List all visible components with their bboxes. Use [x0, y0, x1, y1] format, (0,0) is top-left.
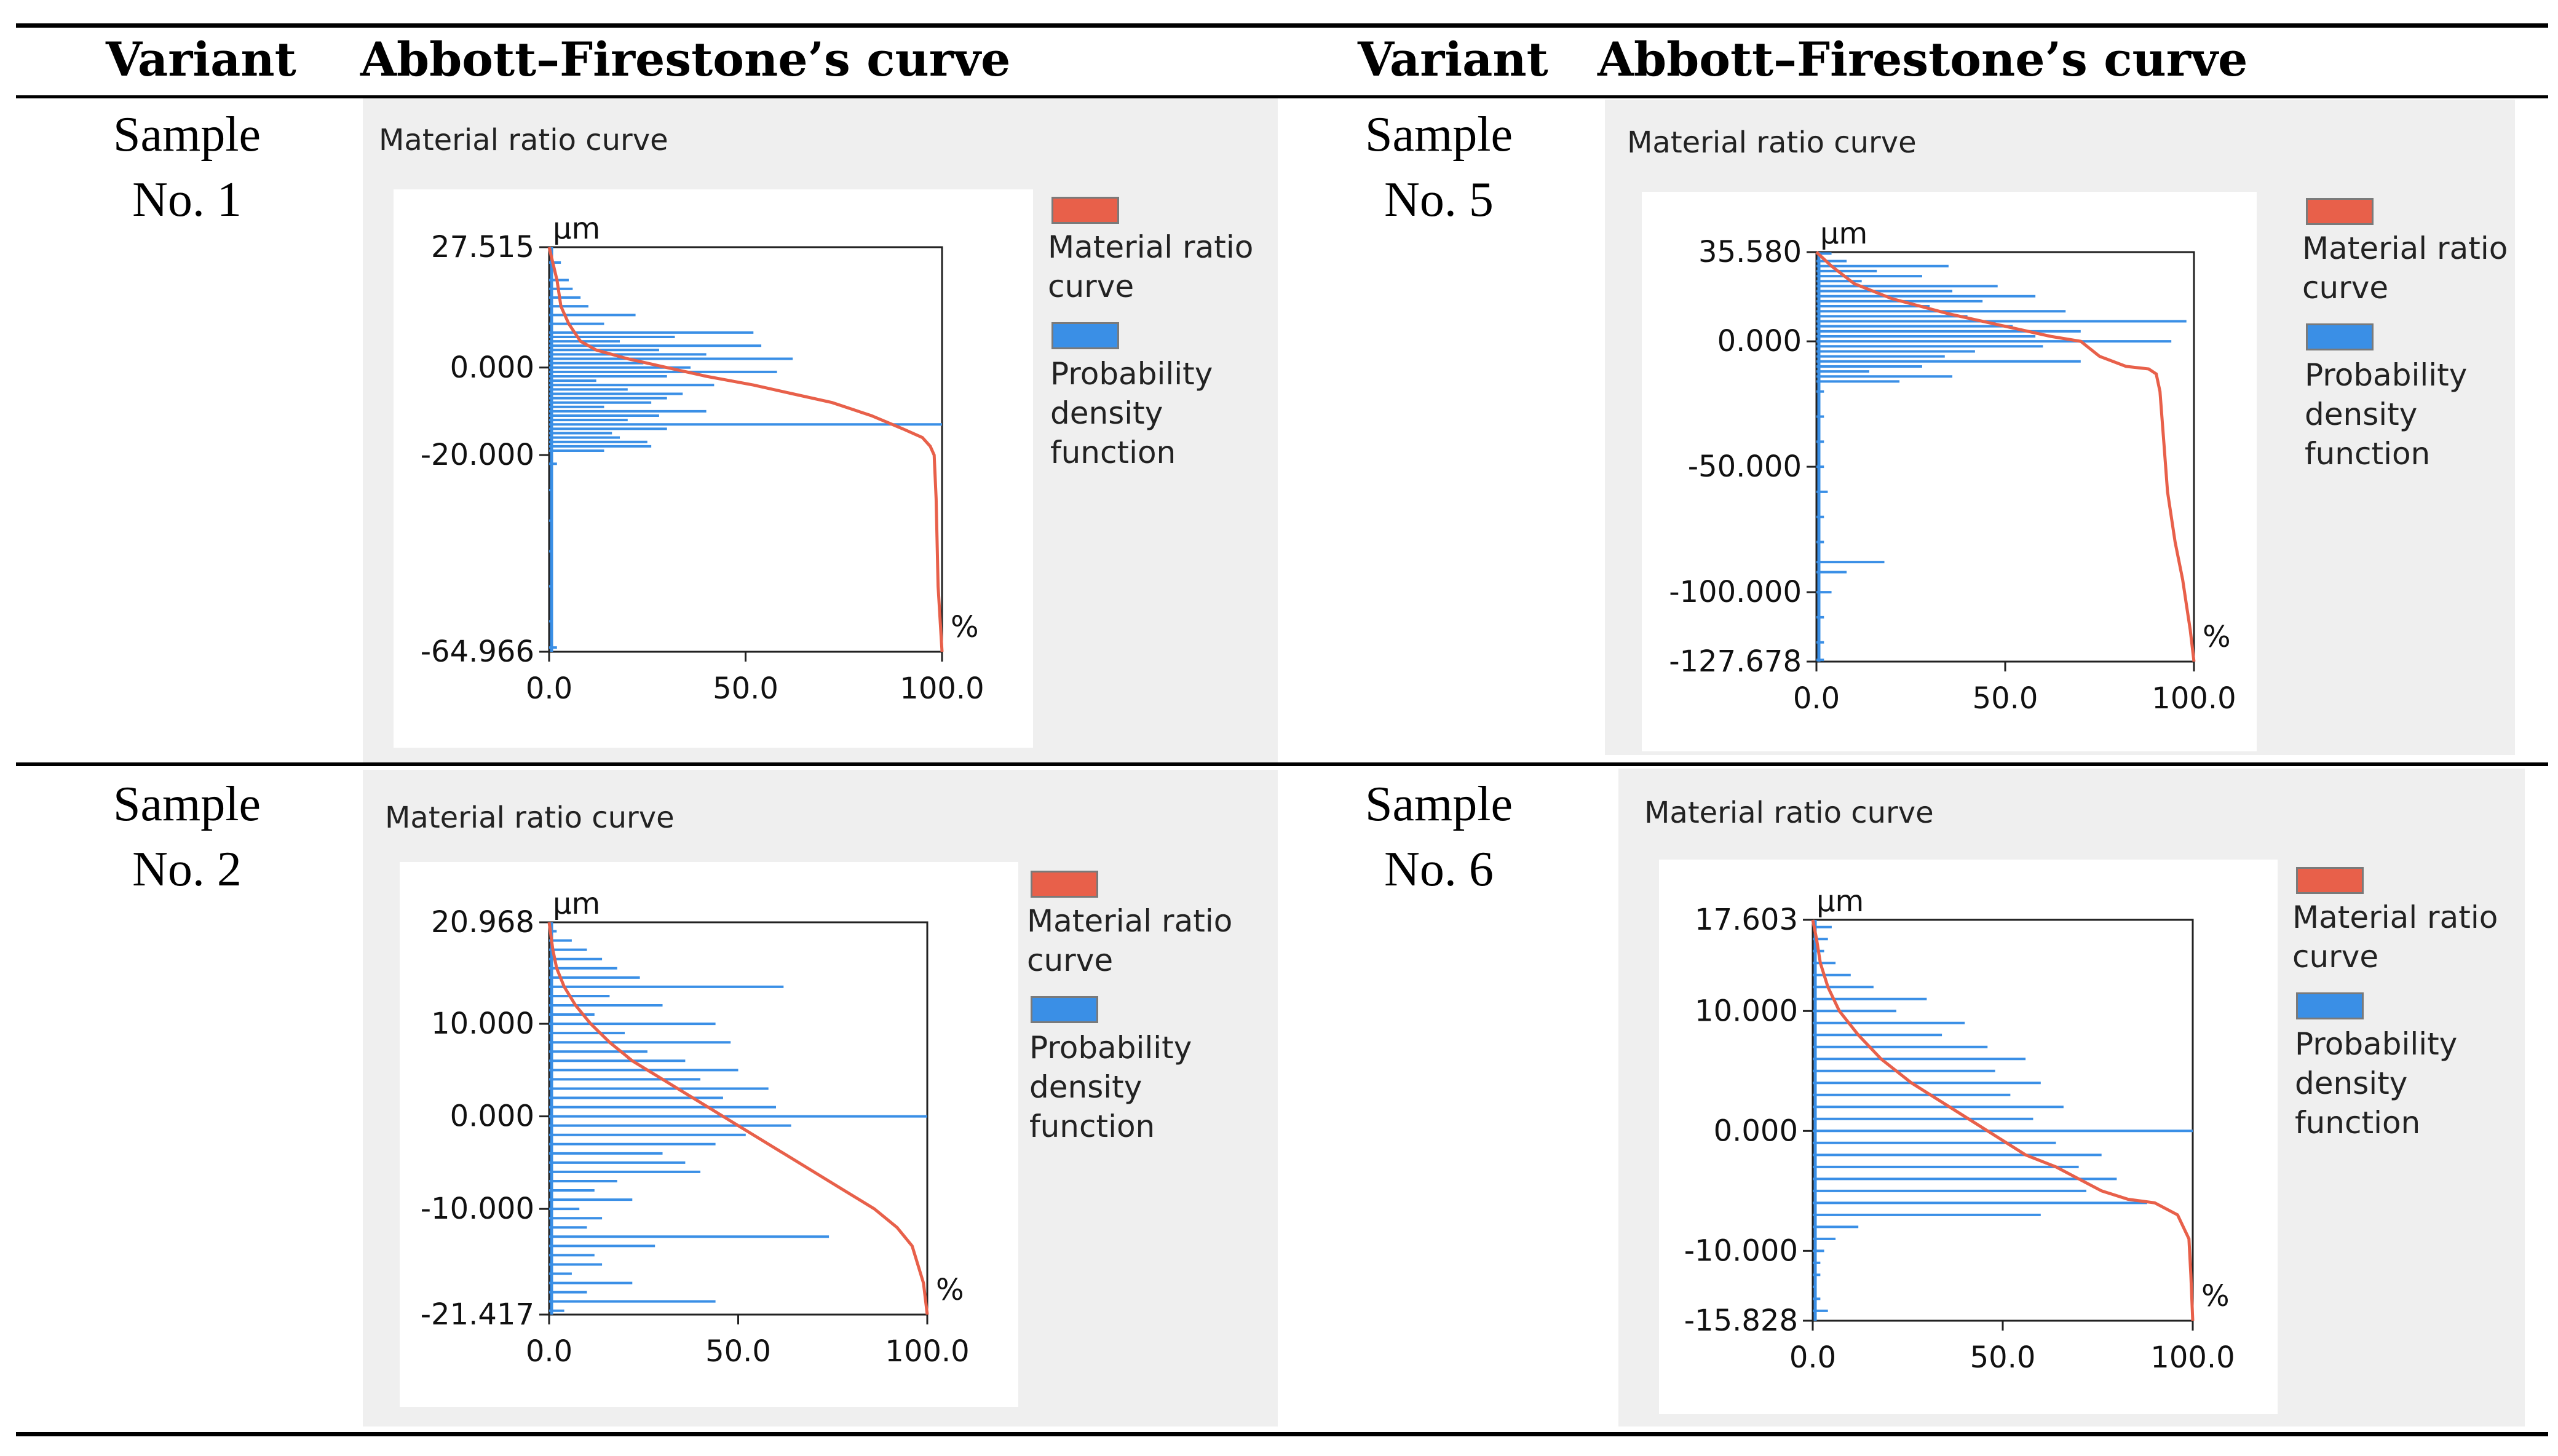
- y-tick-label: 0.000: [450, 1099, 534, 1134]
- y-tick-label: -20.000: [421, 438, 534, 472]
- y-axis-label: µm: [553, 212, 600, 246]
- y-tick-label: -10.000: [1684, 1233, 1798, 1268]
- y-axis-label: µm: [1820, 216, 1867, 251]
- x-tick-label: 100.0: [885, 1334, 969, 1369]
- x-tick-label: 50.0: [705, 1334, 771, 1369]
- variant-label-sample-1: Sample No. 1: [76, 102, 298, 232]
- x-axis-label: %: [2203, 620, 2231, 654]
- y-tick-label: -50.000: [1688, 449, 1802, 484]
- y-tick-label: 0.000: [450, 350, 534, 385]
- legend-label-pdf: Probability density function: [1050, 356, 1213, 470]
- chart-title: Material ratio curve: [385, 801, 675, 835]
- y-tick-label: 20.968: [431, 905, 534, 940]
- plot-area: [394, 189, 1033, 748]
- variant-line-2: No. 1: [132, 173, 242, 227]
- header-curve-right: Abbott–Firestone’s curve: [1598, 32, 2248, 87]
- y-tick-label: -21.417: [421, 1297, 534, 1332]
- x-tick-label: 0.0: [1789, 1340, 1836, 1375]
- legend-swatch-pdf: [1031, 996, 1098, 1023]
- material-ratio-curve: [547, 247, 944, 652]
- legend-swatch-pdf: [2306, 323, 2374, 350]
- variant-line-2: No. 6: [1384, 842, 1494, 896]
- legend-label-curve: Material ratio curve: [1027, 903, 1233, 978]
- variant-line-1: Sample: [1365, 108, 1513, 162]
- plot-frame: [1812, 919, 2194, 1322]
- variant-line-1: Sample: [1365, 777, 1513, 831]
- x-tick-label: 100.0: [900, 671, 984, 706]
- header-variant-right: Variant: [1358, 32, 1548, 87]
- legend-label-pdf: Probability density function: [2295, 1026, 2458, 1141]
- plot-area: [1659, 860, 2278, 1414]
- variant-label-sample-5: Sample No. 5: [1328, 102, 1550, 232]
- header-bottom-rule: [16, 95, 2548, 98]
- x-tick-label: 0.0: [526, 1334, 572, 1369]
- material-ratio-curve: [1815, 251, 2196, 662]
- x-tick-label: 100.0: [2152, 681, 2236, 716]
- plot-frame: [548, 921, 929, 1316]
- y-tick-label: -127.678: [1669, 644, 1802, 679]
- legend-label-curve: Material ratio curve: [1048, 229, 1254, 304]
- legend-swatch-pdf: [1051, 322, 1119, 349]
- y-tick-label: 0.000: [1714, 1114, 1798, 1148]
- x-axis-label: %: [936, 1273, 964, 1307]
- chart-title: Material ratio curve: [379, 123, 668, 157]
- variant-line-2: No. 5: [1384, 173, 1494, 227]
- row-divider-rule: [16, 762, 2548, 766]
- x-tick-label: 50.0: [1970, 1340, 2036, 1375]
- variant-line-1: Sample: [113, 777, 261, 831]
- x-tick-label: 0.0: [1793, 681, 1840, 716]
- y-tick-label: -64.966: [421, 635, 534, 669]
- legend-swatch-curve: [2296, 867, 2364, 894]
- variant-label-sample-2: Sample No. 2: [76, 772, 298, 902]
- y-tick-label: -15.828: [1684, 1304, 1798, 1338]
- x-axis-label: %: [951, 610, 979, 644]
- legend-swatch-curve: [1051, 197, 1119, 224]
- x-tick-label: 50.0: [713, 671, 778, 706]
- x-tick-label: 50.0: [1973, 681, 2038, 716]
- chart-title: Material ratio curve: [1644, 796, 1934, 830]
- y-tick-label: 10.000: [431, 1007, 534, 1041]
- legend-swatch-curve: [1031, 871, 1098, 898]
- plot-frame: [548, 246, 943, 653]
- legend-label-curve: Material ratio curve: [2302, 231, 2508, 306]
- chart-title: Material ratio curve: [1627, 125, 1917, 160]
- y-tick-label: -10.000: [421, 1192, 534, 1226]
- x-tick-label: 100.0: [2150, 1340, 2235, 1375]
- material-ratio-curve: [1811, 919, 2195, 1321]
- header-curve-left: Abbott–Firestone’s curve: [360, 32, 1011, 87]
- variant-line-2: No. 2: [132, 842, 242, 896]
- x-tick-label: 0.0: [526, 671, 572, 706]
- legend-swatch-pdf: [2296, 992, 2364, 1019]
- legend-label-pdf: Probability density function: [1029, 1030, 1192, 1144]
- y-tick-label: 0.000: [1717, 324, 1802, 358]
- header-variant-left: Variant: [106, 32, 296, 87]
- y-tick-label: -100.000: [1669, 575, 1802, 609]
- material-ratio-curve: [547, 922, 929, 1315]
- variant-line-1: Sample: [113, 108, 261, 162]
- variant-label-sample-6: Sample No. 6: [1328, 772, 1550, 902]
- y-tick-label: 17.603: [1695, 903, 1798, 937]
- legend-label-pdf: Probability density function: [2305, 357, 2468, 472]
- table-bottom-rule: [16, 1432, 2548, 1436]
- legend-swatch-curve: [2306, 198, 2374, 225]
- y-axis-label: µm: [1816, 884, 1864, 919]
- x-axis-label: %: [2201, 1279, 2230, 1313]
- y-tick-label: 10.000: [1695, 994, 1798, 1028]
- plot-frame: [1815, 251, 2195, 663]
- y-tick-label: 27.515: [431, 230, 534, 264]
- table-top-rule: [16, 23, 2548, 28]
- y-axis-label: µm: [553, 887, 600, 921]
- y-tick-label: 35.580: [1698, 235, 1802, 269]
- legend-label-curve: Material ratio curve: [2292, 900, 2498, 975]
